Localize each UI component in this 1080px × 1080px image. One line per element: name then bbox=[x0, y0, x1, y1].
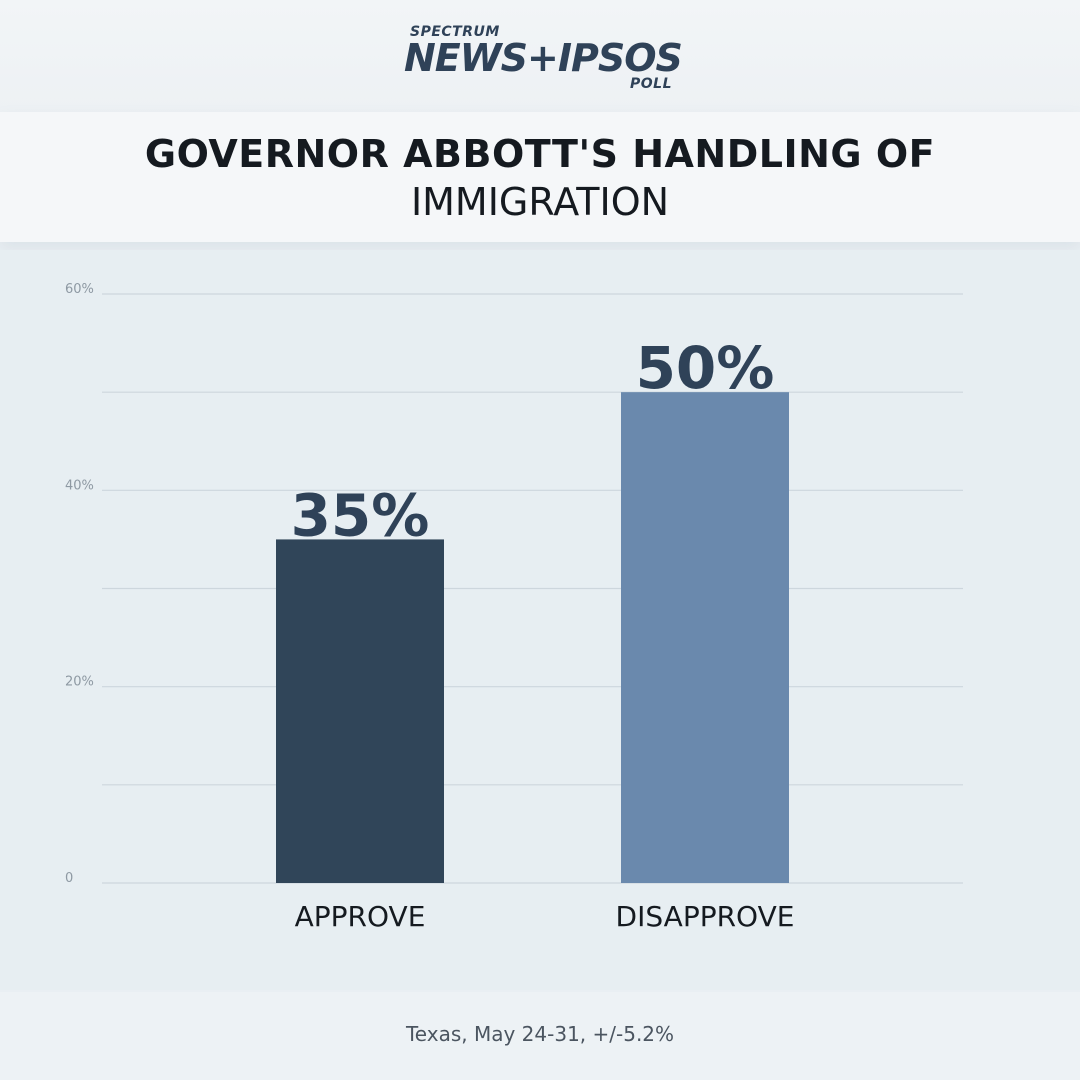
y-tick-label: 60% bbox=[65, 282, 94, 297]
data-label: 50% bbox=[636, 334, 775, 402]
chart-subtitle: IMMIGRATION bbox=[410, 180, 670, 224]
chart-title: GOVERNOR ABBOTT'S HANDLING OF bbox=[144, 132, 936, 176]
y-tick-label: 40% bbox=[65, 478, 94, 493]
brand-logo: SPECTRUM NEWS+IPSOS POLL bbox=[404, 24, 684, 94]
x-category-label: APPROVE bbox=[295, 900, 426, 933]
x-category-label: DISAPPROVE bbox=[616, 900, 795, 933]
y-tick-label: 0 bbox=[65, 871, 73, 886]
data-label: 35% bbox=[291, 481, 430, 549]
logo-poll-text: POLL bbox=[630, 76, 673, 92]
bar bbox=[276, 539, 444, 883]
logo-main-text: NEWS+IPSOS bbox=[404, 36, 683, 80]
footer-band bbox=[0, 992, 1080, 1080]
logo-spectrum-text: SPECTRUM bbox=[410, 24, 500, 40]
bar bbox=[621, 392, 789, 883]
chart-background bbox=[0, 250, 1080, 990]
title-band bbox=[0, 112, 1080, 242]
y-tick-label: 20% bbox=[65, 675, 94, 690]
header-background bbox=[0, 0, 1080, 112]
footer-note: Texas, May 24-31, +/-5.2% bbox=[405, 1022, 675, 1046]
